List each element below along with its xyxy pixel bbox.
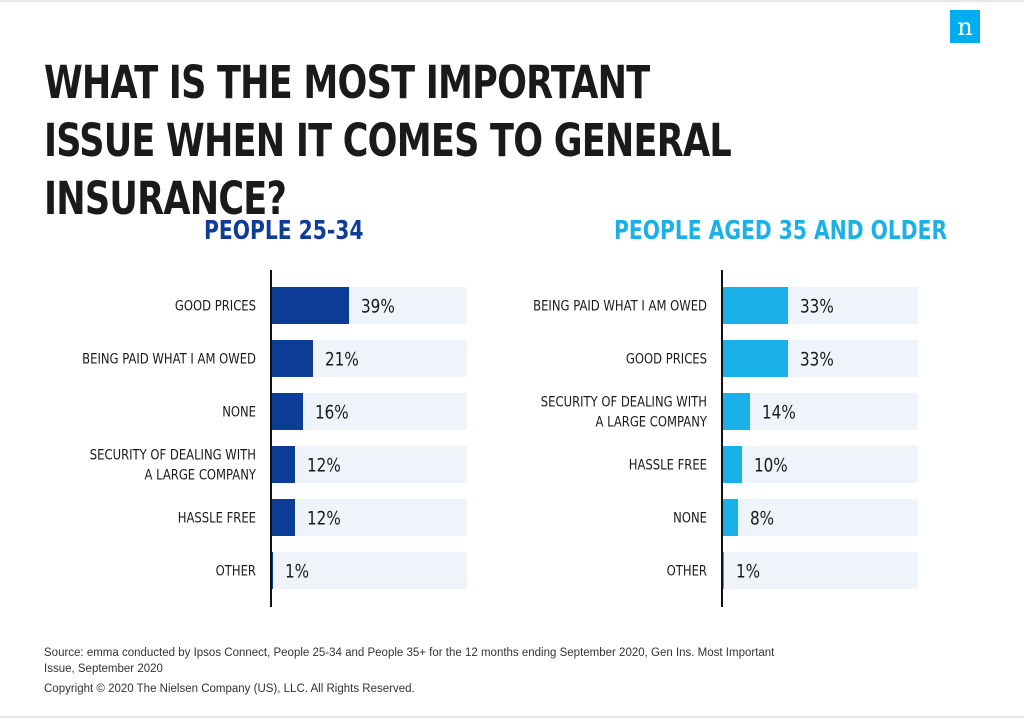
left-bar-4 [271,499,295,536]
right-bar-2 [722,393,750,430]
right-bar-0 [722,287,788,324]
right-value-label-4: 8% [750,508,774,530]
right-category-label-0: BEING PAID WHAT I AM OWED [533,298,707,315]
left-track-5 [271,552,467,589]
left-bar-0 [271,287,349,324]
left-category-label-2: NONE [222,404,256,421]
nielsen-logo: n [950,10,980,43]
right-bar-4 [722,499,738,536]
right-category-label-5: OTHER [667,563,707,580]
right-bar-1 [722,340,788,377]
left-category-label-4: HASSLE FREE [178,510,256,527]
chart-title-people-35-plus: PEOPLE AGED 35 AND OLDER [614,216,948,246]
left-bar-3 [271,446,295,483]
copyright-note: Copyright © 2020 The Nielsen Company (US… [44,683,415,695]
left-track-2 [271,393,467,430]
left-value-label-1: 21% [325,349,359,371]
left-category-label-3: SECURITY OF DEALING WITH A LARGE COMPANY [90,447,257,484]
left-value-label-4: 12% [307,508,341,530]
left-category-label-1: BEING PAID WHAT I AM OWED [82,351,256,368]
right-track-2 [722,393,918,430]
right-value-label-1: 33% [800,349,834,371]
right-category-label-2: SECURITY OF DEALING WITH A LARGE COMPANY [541,394,708,431]
left-category-label-0: GOOD PRICES [175,298,256,315]
right-value-label-0: 33% [800,296,834,318]
right-category-label-3: HASSLE FREE [629,457,707,474]
left-value-label-3: 12% [307,455,341,477]
right-track-3 [722,446,918,483]
left-track-4 [271,499,467,536]
source-note: Source: emma conducted by Ipsos Connect,… [44,647,775,675]
right-track-4 [722,499,918,536]
left-bar-2 [271,393,303,430]
left-value-label-2: 16% [315,402,349,424]
left-value-label-0: 39% [361,296,395,318]
left-track-3 [271,446,467,483]
left-category-label-5: OTHER [216,563,256,580]
right-category-label-4: NONE [673,510,707,527]
left-bar-1 [271,340,313,377]
right-track-5 [722,552,918,589]
right-value-label-3: 10% [754,455,788,477]
right-category-label-1: GOOD PRICES [626,351,707,368]
right-value-label-5: 1% [736,561,760,583]
chart-title-people-25-34: PEOPLE 25-34 [204,216,364,246]
right-bar-3 [722,446,742,483]
left-value-label-5: 1% [285,561,309,583]
page-title: WHAT IS THE MOST IMPORTANT ISSUE WHEN IT… [44,56,732,225]
right-value-label-2: 14% [762,402,796,424]
